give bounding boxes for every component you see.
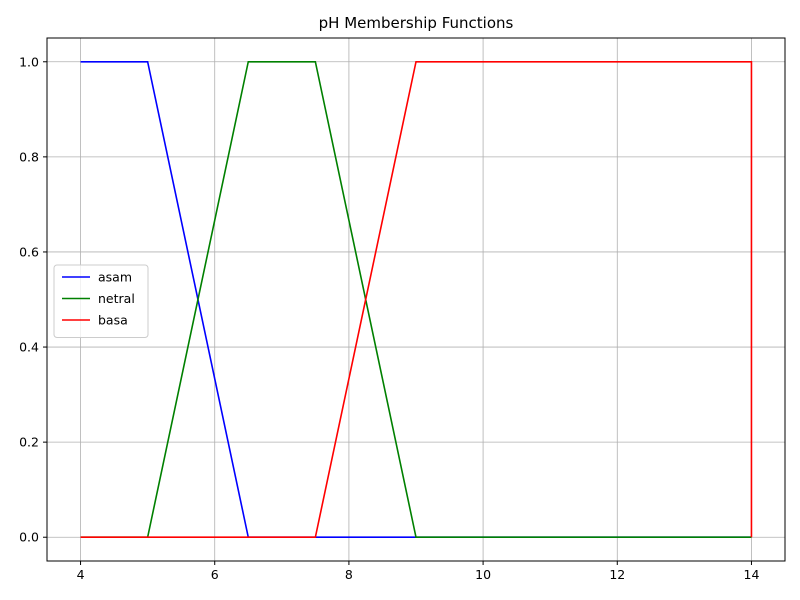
y-tick-label: 0.2 bbox=[19, 435, 39, 450]
x-tick-label: 14 bbox=[744, 567, 760, 582]
y-tick-label: 0.0 bbox=[19, 530, 39, 545]
y-tick-label: 0.8 bbox=[19, 149, 39, 164]
y-tick-label: 1.0 bbox=[19, 54, 39, 69]
series-line-basa bbox=[80, 60, 753, 539]
x-tick-label: 4 bbox=[77, 567, 85, 582]
legend-label-asam: asam bbox=[98, 270, 132, 285]
chart-title: pH Membership Functions bbox=[319, 14, 514, 32]
y-tick-label: 0.6 bbox=[19, 244, 39, 259]
legend: asam netral basa bbox=[53, 264, 149, 338]
grid bbox=[47, 38, 785, 561]
y-tick-label: 0.4 bbox=[19, 340, 39, 355]
series-lines bbox=[80, 60, 753, 539]
x-tick-label: 6 bbox=[211, 567, 219, 582]
axis-ticks: 4 6 8 10 12 14 0.0 0.2 0.4 0.6 0.8 1.0 bbox=[19, 54, 759, 582]
plot-frame bbox=[46, 37, 786, 562]
x-tick-label: 10 bbox=[475, 567, 491, 582]
legend-label-netral: netral bbox=[98, 291, 135, 306]
legend-label-basa: basa bbox=[98, 313, 128, 328]
x-tick-label: 8 bbox=[345, 567, 353, 582]
x-tick-label: 12 bbox=[609, 567, 625, 582]
